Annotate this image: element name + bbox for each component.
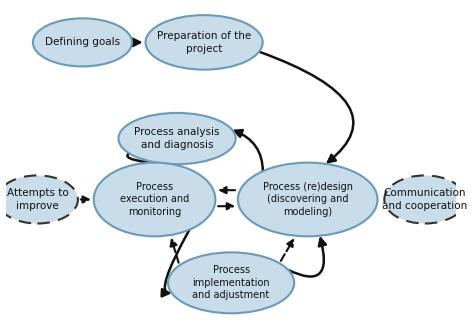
Text: Communication
and cooperation: Communication and cooperation <box>382 188 467 211</box>
Text: Process
implementation
and adjustment: Process implementation and adjustment <box>192 265 270 300</box>
Text: Process
execution and
monitoring: Process execution and monitoring <box>120 182 189 217</box>
Ellipse shape <box>168 252 294 313</box>
Ellipse shape <box>33 18 132 66</box>
Ellipse shape <box>384 175 465 223</box>
Text: Process analysis
and diagnosis: Process analysis and diagnosis <box>134 128 220 150</box>
Ellipse shape <box>94 163 215 236</box>
FancyArrowPatch shape <box>259 52 354 162</box>
Ellipse shape <box>118 113 236 164</box>
Text: Defining goals: Defining goals <box>45 37 120 47</box>
Text: Process (re)design
(discovering and
modeling): Process (re)design (discovering and mode… <box>263 182 353 217</box>
FancyArrowPatch shape <box>288 239 326 277</box>
Ellipse shape <box>0 175 78 223</box>
Ellipse shape <box>146 15 263 70</box>
Text: Preparation of the
project: Preparation of the project <box>157 31 251 53</box>
Ellipse shape <box>238 163 378 236</box>
FancyArrowPatch shape <box>162 230 190 296</box>
FancyArrowPatch shape <box>128 153 173 168</box>
Text: Attempts to
improve: Attempts to improve <box>7 188 68 211</box>
FancyArrowPatch shape <box>235 130 263 171</box>
